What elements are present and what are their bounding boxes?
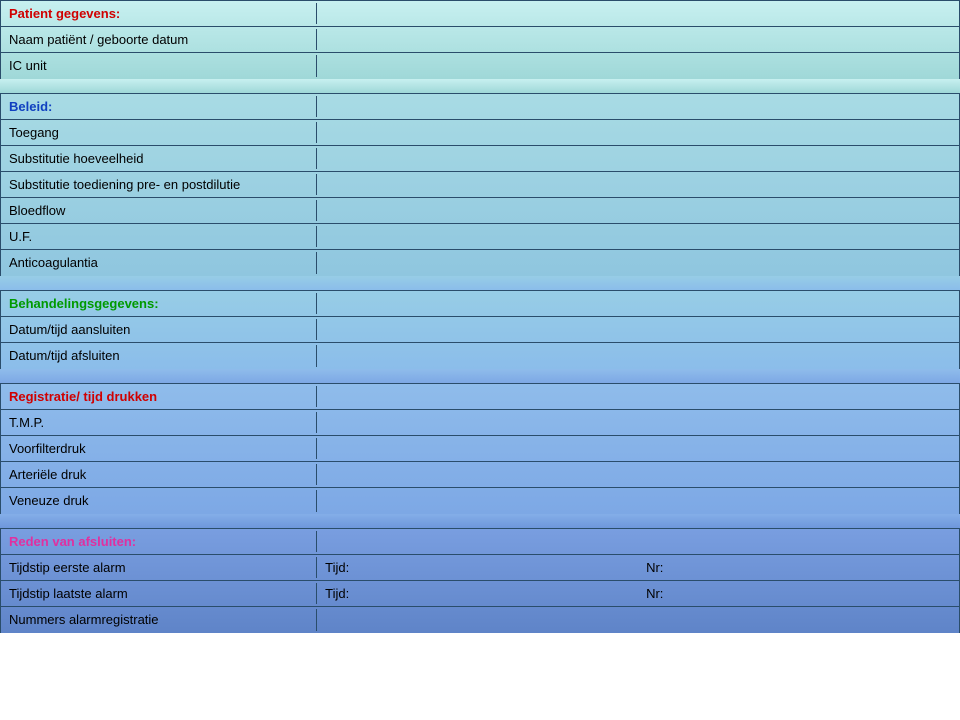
row-value[interactable] — [317, 498, 959, 504]
row-value[interactable] — [317, 617, 959, 623]
row-label: Tijdstip eerste alarm — [1, 557, 317, 579]
row-value[interactable] — [317, 260, 959, 266]
row-label: U.F. — [1, 226, 317, 248]
row-label: Substitutie toediening pre- en postdilut… — [1, 174, 317, 196]
row-value[interactable] — [317, 327, 959, 333]
section-header: Reden van afsluiten: — [1, 531, 317, 553]
row-value[interactable] — [317, 37, 959, 43]
row-value[interactable] — [317, 420, 959, 426]
row-label: Substitutie hoeveelheid — [1, 148, 317, 170]
row-label: Naam patiënt / geboorte datum — [1, 29, 317, 51]
row-label: T.M.P. — [1, 412, 317, 434]
tijd-label: Tijd: — [317, 557, 638, 579]
row-label: Tijdstip laatste alarm — [1, 583, 317, 605]
section-header: Beleid: — [1, 96, 317, 118]
row-value[interactable] — [317, 472, 959, 478]
empty-cell — [317, 301, 959, 307]
row-value[interactable] — [317, 156, 959, 162]
row-value-split: Tijd: Nr: — [317, 557, 959, 579]
row-label: Arteriële druk — [1, 464, 317, 486]
section-behandelingsgegevens: Behandelingsgegevens: Datum/tijd aanslui… — [0, 290, 960, 369]
row-value[interactable] — [317, 353, 959, 359]
section-reden-afsluiten: Reden van afsluiten: Tijdstip eerste ala… — [0, 528, 960, 633]
row-label: Nummers alarmregistratie — [1, 609, 317, 631]
row-label: Datum/tijd afsluiten — [1, 345, 317, 367]
section-beleid: Beleid: Toegang Substitutie hoeveelheid … — [0, 93, 960, 276]
row-value[interactable] — [317, 63, 959, 69]
row-value[interactable] — [317, 446, 959, 452]
row-label: Voorfilterdruk — [1, 438, 317, 460]
nr-label: Nr: — [638, 557, 959, 579]
row-value[interactable] — [317, 234, 959, 240]
row-value-split: Tijd: Nr: — [317, 583, 959, 605]
section-header: Registratie/ tijd drukken — [1, 386, 317, 408]
row-label: IC unit — [1, 55, 317, 77]
empty-cell — [317, 394, 959, 400]
section-patient-gegevens: Patient gegevens: Naam patiënt / geboort… — [0, 0, 960, 79]
nr-label: Nr: — [638, 583, 959, 605]
row-label: Anticoagulantia — [1, 252, 317, 274]
tijd-label: Tijd: — [317, 583, 638, 605]
row-label: Bloedflow — [1, 200, 317, 222]
empty-cell — [317, 11, 959, 17]
row-value[interactable] — [317, 182, 959, 188]
row-label: Datum/tijd aansluiten — [1, 319, 317, 341]
empty-cell — [317, 539, 959, 545]
empty-cell — [317, 104, 959, 110]
section-header: Behandelingsgegevens: — [1, 293, 317, 315]
row-label: Toegang — [1, 122, 317, 144]
row-label: Veneuze druk — [1, 490, 317, 512]
row-value[interactable] — [317, 130, 959, 136]
section-registratie: Registratie/ tijd drukken T.M.P. Voorfil… — [0, 383, 960, 514]
row-value[interactable] — [317, 208, 959, 214]
section-header: Patient gegevens: — [1, 3, 317, 25]
